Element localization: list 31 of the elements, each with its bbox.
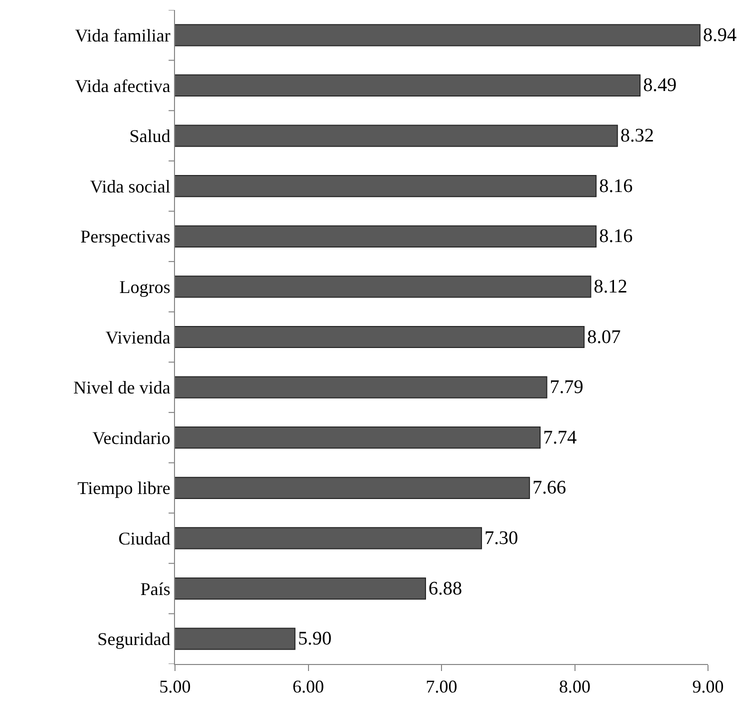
data-label: 8.49 (643, 75, 677, 96)
y-tick-label: Nivel de vida (73, 378, 170, 398)
data-label: 5.90 (298, 628, 332, 650)
y-tick-label: Logros (119, 276, 170, 297)
data-label: 8.32 (620, 126, 654, 147)
y-tick-label: Vida afectiva (75, 76, 170, 96)
data-label: 7.30 (484, 528, 518, 549)
y-tick-label: Perspectivas (80, 226, 170, 247)
data-label: 7.74 (543, 427, 578, 448)
y-tick-label: Salud (129, 126, 170, 146)
data-label: 6.88 (428, 578, 462, 600)
y-tick-label: Ciudad (118, 528, 170, 549)
y-tick-label: Vida social (90, 176, 170, 196)
y-tick-label: Vida familiar (75, 25, 170, 46)
data-label: 8.94 (703, 24, 738, 46)
y-tick-label: País (140, 578, 170, 599)
y-tick-label: Vecindario (92, 428, 170, 448)
data-label: 7.66 (532, 478, 566, 499)
y-tick-label: Seguridad (97, 629, 170, 650)
data-label: 7.79 (550, 377, 584, 398)
y-tick-label: Tiempo libre (78, 478, 170, 498)
data-label: 8.07 (587, 326, 622, 348)
data-label: 8.12 (594, 276, 628, 298)
x-tick-label: 7.00 (426, 676, 458, 697)
x-tick-label: 9.00 (692, 676, 724, 697)
data-label: 8.16 (599, 176, 634, 197)
x-tick-label: 6.00 (292, 676, 324, 697)
x-tick-label: 5.00 (159, 676, 191, 697)
data-label: 8.16 (599, 226, 634, 248)
y-tick-label: Vivienda (105, 327, 170, 348)
x-tick-label: 8.00 (559, 676, 590, 697)
